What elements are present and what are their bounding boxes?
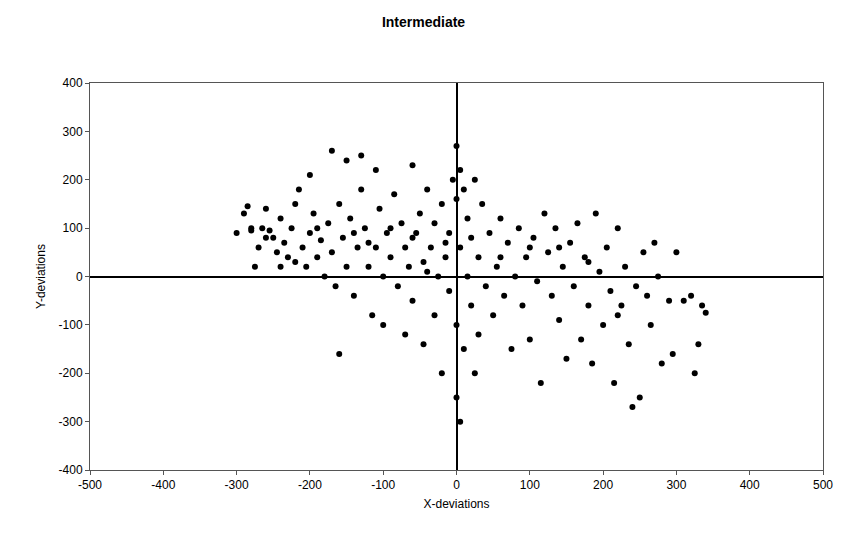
svg-text:-200: -200 (59, 366, 83, 380)
svg-text:-100: -100 (59, 318, 83, 332)
svg-text:300: 300 (63, 125, 83, 139)
svg-text:100: 100 (520, 478, 540, 492)
svg-text:Intermediate: Intermediate (382, 14, 465, 30)
svg-text:-400: -400 (151, 478, 175, 492)
svg-text:-300: -300 (225, 478, 249, 492)
svg-text:X-deviations: X-deviations (423, 497, 489, 511)
svg-text:-100: -100 (371, 478, 395, 492)
svg-text:100: 100 (63, 221, 83, 235)
svg-text:-400: -400 (59, 463, 83, 477)
svg-text:0: 0 (76, 270, 83, 284)
svg-text:200: 200 (593, 478, 613, 492)
svg-text:500: 500 (813, 478, 833, 492)
svg-text:400: 400 (63, 76, 83, 90)
svg-text:0: 0 (453, 478, 460, 492)
svg-text:300: 300 (666, 478, 686, 492)
svg-text:400: 400 (740, 478, 760, 492)
svg-text:200: 200 (63, 173, 83, 187)
svg-text:-200: -200 (298, 478, 322, 492)
svg-text:Y-deviations: Y-deviations (34, 244, 48, 309)
svg-text:-300: -300 (59, 415, 83, 429)
svg-text:-500: -500 (78, 478, 102, 492)
